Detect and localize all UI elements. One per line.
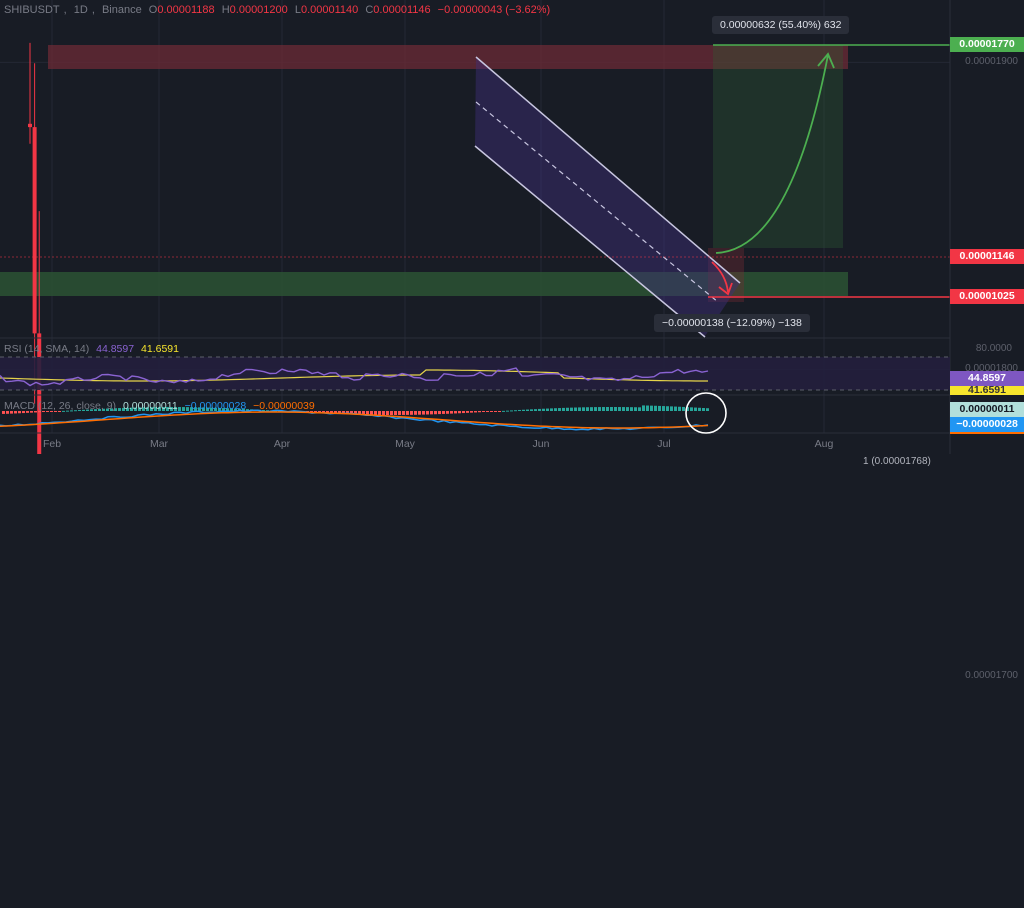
price-chart-canvas[interactable]: [0, 0, 1024, 454]
time-axis-label: Mar: [149, 438, 169, 450]
exchange: Binance: [101, 4, 142, 16]
macd-hist-tag: 0.00000011: [950, 402, 1024, 417]
rsi-header: RSI (14, SMA, 14) 44.8597 41.6591: [4, 343, 179, 355]
time-axis-label: Apr: [273, 438, 291, 450]
macd-label[interactable]: MACD (12, 26, close, 9): [4, 400, 117, 412]
macd-value-tag: −0.00000028: [950, 417, 1024, 432]
rsi-level-label: 80.0000: [975, 343, 1012, 354]
macd-header: MACD (12, 26, close, 9) 0.00000011 −0.00…: [4, 400, 315, 412]
macd-signal-tag: [950, 432, 1024, 434]
close-value: 0.00001146: [373, 4, 431, 16]
last-price-tag: 0.00001146: [950, 249, 1024, 264]
bullish-projection-arrow[interactable]: [715, 54, 829, 254]
rsi-sma-value: 41.6591: [141, 343, 179, 355]
rsi-label[interactable]: RSI (14, SMA, 14): [4, 343, 90, 355]
bearish-projection-arrow[interactable]: [711, 261, 729, 293]
rsi-value: 44.8597: [96, 343, 135, 355]
fib-level-label: 1 (0.00001768): [863, 455, 931, 467]
rsi-line: [0, 367, 709, 387]
interval[interactable]: 1D: [73, 4, 88, 16]
target-price-tag: 0.00001770: [950, 37, 1024, 52]
time-axis-label: Aug: [814, 438, 834, 450]
long-position-profit-box[interactable]: [713, 45, 843, 248]
time-axis-label: May: [395, 438, 415, 450]
open-value: 0.00001188: [157, 4, 215, 16]
gain-measure-label: 0.00000632 (55.40%) 632: [712, 16, 850, 34]
price-axis-tick: 0.00001800: [965, 363, 1018, 375]
macd-hist-value: 0.00000011: [122, 400, 178, 412]
high-value: 0.00001200: [229, 4, 288, 16]
rsi-value-tag: 44.8597: [950, 371, 1024, 386]
macd-signal-value: −0.00000039: [253, 400, 315, 412]
resistance-zone[interactable]: [48, 45, 848, 69]
symbol-header: SHIBUSDT, 1D, Binance O0.00001188 H0.000…: [4, 4, 551, 16]
stop-price-tag: 0.00001025: [950, 289, 1024, 304]
macd-value: −0.00000028: [184, 400, 247, 412]
loss-measure-label: −0.00000138 (−12.09%) −138: [654, 314, 810, 332]
descending-channel[interactable]: [475, 57, 740, 336]
rsi-sma-tag: 41.6591: [950, 386, 1024, 395]
macd-signal-line: [0, 411, 709, 429]
symbol-name[interactable]: SHIBUSDT: [4, 4, 60, 16]
low-value: 0.00001140: [300, 4, 359, 16]
time-axis-label: Jul: [657, 438, 671, 450]
price-axis-tick: 0.00001900: [965, 56, 1018, 68]
change-value: −0.00000043 (−3.62%): [437, 4, 551, 16]
time-axis-label: Jun: [532, 438, 550, 450]
macd-crossover-highlight[interactable]: [685, 392, 727, 434]
rsi-band: [0, 357, 950, 390]
price-axis-tick: 0.00001700: [965, 670, 1018, 682]
time-axis-label: Feb: [42, 438, 62, 450]
